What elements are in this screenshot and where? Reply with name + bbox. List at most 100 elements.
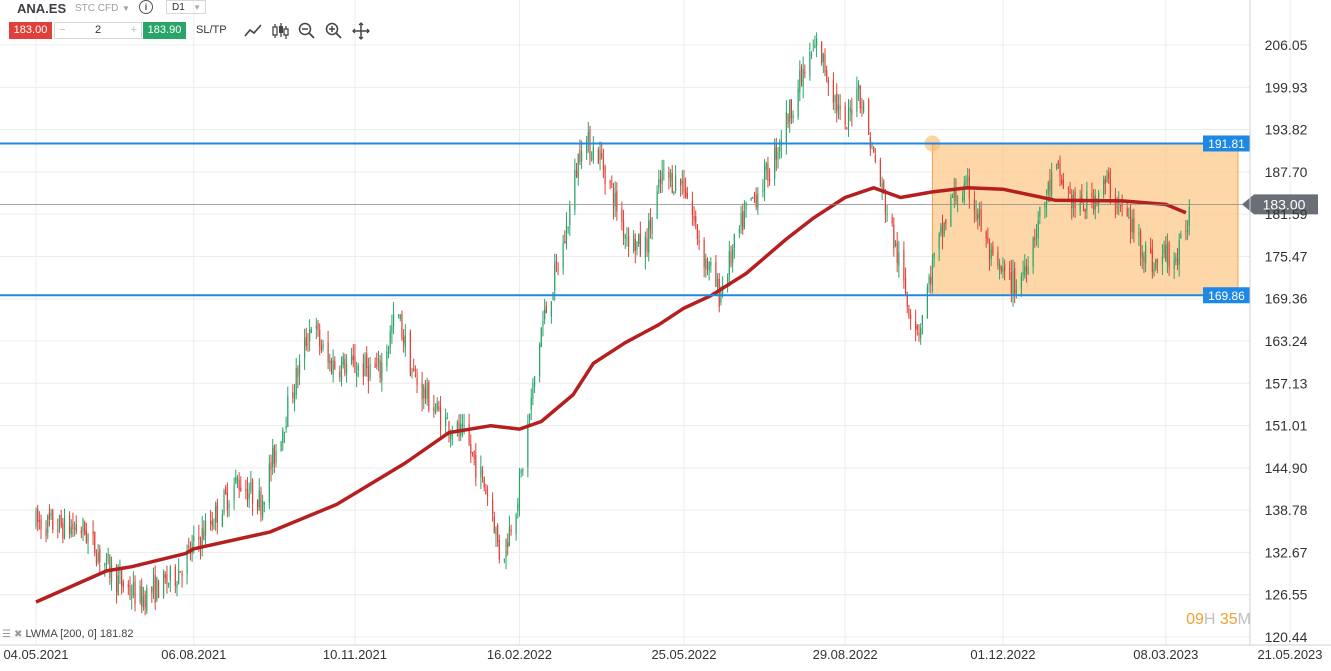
- consolidation-zone[interactable]: [931, 142, 1239, 296]
- price-tick-label: 181.59: [1265, 206, 1308, 222]
- symbol-name[interactable]: ANA.ES: [17, 1, 67, 16]
- candle-body: [661, 171, 663, 185]
- candle-body: [579, 150, 581, 162]
- increase-quantity-button[interactable]: +: [130, 24, 137, 36]
- candle-body: [334, 361, 336, 369]
- candle-body: [181, 573, 183, 577]
- sltp-button[interactable]: SL/TP: [196, 24, 227, 36]
- candle-body: [633, 235, 635, 252]
- candle-body: [1185, 230, 1187, 232]
- candle-body: [557, 268, 559, 270]
- candle-body: [468, 424, 470, 444]
- candle-body: [851, 109, 853, 115]
- candle-body: [988, 240, 991, 261]
- candle-body: [1150, 247, 1152, 254]
- candle-body: [836, 93, 838, 111]
- info-icon[interactable]: i: [139, 0, 153, 14]
- time-axis: 04.05.2021 06.08.2021 10.11.2021 16.02.2022…: [0, 644, 1331, 662]
- candle-body: [273, 445, 275, 464]
- candle-body: [164, 574, 166, 579]
- candle-body: [963, 183, 965, 200]
- candle-body: [354, 356, 356, 373]
- candle-body: [542, 320, 544, 326]
- candle-body: [463, 425, 465, 427]
- candle-body: [340, 361, 343, 381]
- candle-body: [920, 327, 922, 338]
- candle-body: [1010, 272, 1012, 294]
- candle-body: [777, 151, 779, 159]
- candlestick-icon[interactable]: [270, 21, 290, 41]
- zoom-in-icon[interactable]: [324, 21, 344, 41]
- candle-body: [475, 455, 477, 478]
- buy-button[interactable]: 183.90: [143, 22, 186, 39]
- candle-body: [580, 151, 583, 162]
- candle-body: [262, 500, 264, 518]
- close-icon[interactable]: ✖: [14, 629, 23, 640]
- candle-body: [520, 470, 522, 473]
- candle-body: [297, 368, 299, 378]
- candle-body: [649, 219, 652, 230]
- candle-body: [962, 197, 964, 201]
- candle-body: [240, 487, 242, 492]
- candle-body: [826, 70, 828, 78]
- instrument-dropdown-icon[interactable]: ▼: [122, 4, 130, 13]
- horizontal-levels: 191.81 169.86 183.00: [0, 135, 1318, 304]
- candle-body: [226, 492, 228, 510]
- candle-body: [45, 528, 47, 537]
- candle-body: [451, 434, 453, 436]
- candle-body: [1139, 230, 1142, 255]
- candle-body: [745, 202, 747, 210]
- candle-body: [215, 505, 217, 523]
- candle-body: [910, 314, 912, 320]
- time-tick-label: 21.05.2023: [1257, 647, 1322, 662]
- candle-body: [1037, 220, 1039, 239]
- candle-body: [957, 203, 959, 205]
- candle-body: [480, 466, 482, 478]
- candle-body: [305, 336, 307, 347]
- candle-body: [1002, 267, 1004, 272]
- indicator-legend[interactable]: ☰ ✖ LWMA [200, 0] 181.82: [2, 628, 134, 640]
- candle-body: [50, 513, 52, 516]
- candle-body: [998, 263, 1001, 269]
- candle-body: [438, 406, 440, 411]
- settings-icon[interactable]: ☰: [2, 629, 11, 640]
- candle-body: [414, 374, 416, 377]
- candle-body: [127, 584, 129, 588]
- candle-body: [492, 499, 494, 514]
- candle-body: [1161, 255, 1164, 264]
- candle-body: [156, 577, 158, 601]
- candle-body: [680, 179, 682, 186]
- move-icon[interactable]: [351, 21, 371, 41]
- candle-body: [386, 352, 388, 367]
- timeframe-select[interactable]: D1 ▼: [166, 0, 206, 14]
- candle-body: [1092, 196, 1095, 210]
- zoom-out-icon[interactable]: [297, 21, 317, 41]
- candle-body: [122, 582, 124, 588]
- quantity-stepper[interactable]: − 2 +: [54, 22, 142, 39]
- candle-body: [809, 52, 811, 76]
- candle-body: [1166, 243, 1169, 265]
- sell-button[interactable]: 183.00: [9, 22, 52, 39]
- candle-body: [310, 329, 312, 333]
- candle-body: [1047, 182, 1049, 195]
- candle-body: [1173, 259, 1175, 269]
- decrease-quantity-button[interactable]: −: [59, 24, 66, 36]
- line-chart-icon[interactable]: [243, 21, 263, 41]
- candle-body: [609, 181, 611, 184]
- candle-body: [779, 146, 781, 152]
- price-tick-label: 187.70: [1265, 164, 1308, 180]
- candle-body: [1151, 249, 1153, 273]
- quantity-input[interactable]: 2: [94, 24, 102, 36]
- candle-body: [1081, 194, 1083, 203]
- candle-body: [755, 194, 757, 207]
- instrument-type[interactable]: STC CFD: [75, 3, 119, 14]
- candle-body: [577, 154, 579, 179]
- candle-body: [859, 85, 861, 109]
- candle-body: [486, 495, 489, 497]
- candle-body: [1022, 272, 1024, 275]
- candle-body: [802, 69, 804, 87]
- candle-body: [930, 276, 932, 284]
- candle-body: [742, 210, 744, 231]
- candle-body: [646, 238, 648, 252]
